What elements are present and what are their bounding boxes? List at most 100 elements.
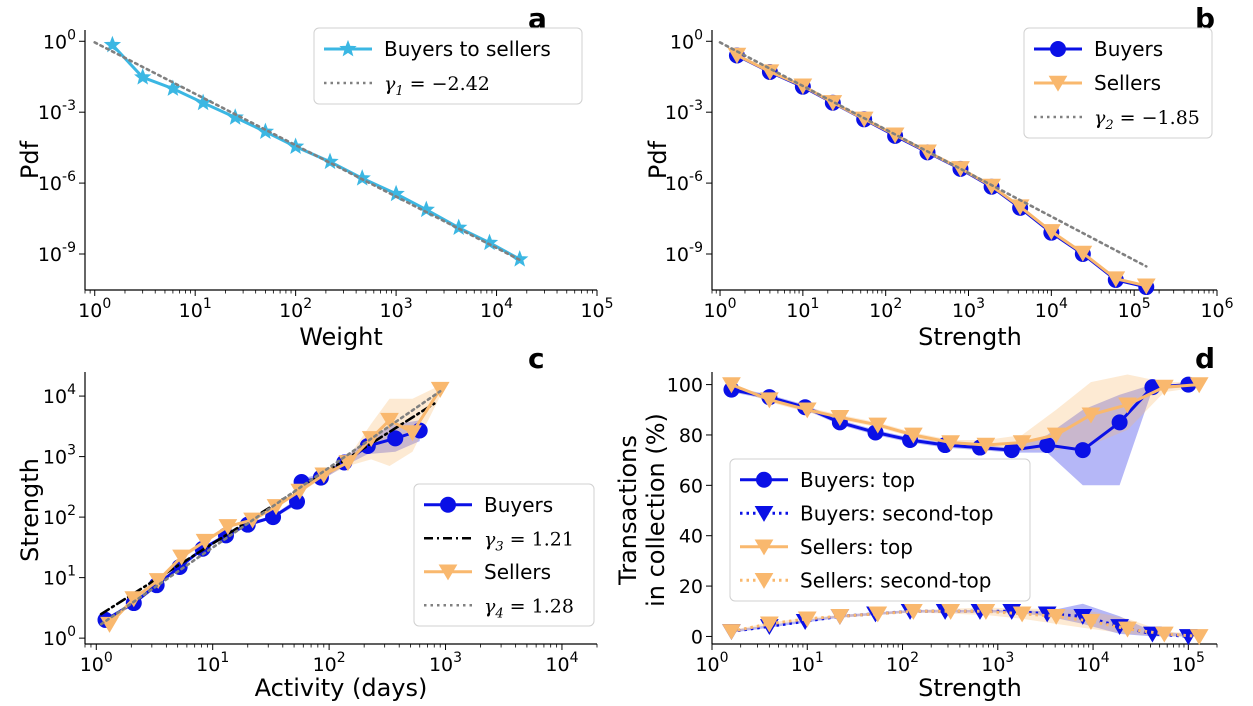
x-tick-label: 101	[179, 296, 212, 322]
data-point	[722, 377, 741, 394]
data-point	[256, 122, 275, 139]
x-tick-label: 100	[80, 650, 113, 676]
panel-letter: d	[1195, 342, 1215, 375]
data-point	[1046, 427, 1066, 444]
panel-c: 100 101 102 103 104 100 101 102 103 104 Activity (…	[16, 342, 598, 702]
x-axis-label: Strength	[918, 323, 1022, 351]
data-point	[941, 435, 961, 452]
series-line	[99, 389, 442, 626]
x-tick-label: 105	[580, 296, 613, 322]
confidence-band	[731, 603, 1189, 637]
data-point	[1041, 224, 1061, 241]
data-point	[868, 417, 888, 434]
data-point	[1143, 626, 1162, 643]
legend-box	[1023, 27, 1213, 139]
data-point	[380, 412, 399, 429]
data-point	[904, 603, 923, 620]
x-tick-label: 101	[196, 650, 229, 676]
data-point	[868, 606, 888, 623]
legend-marker	[339, 39, 357, 57]
data-point	[976, 437, 996, 454]
y-tick-label: 10-6	[38, 169, 76, 195]
panel-b: 100 101 102 103 104 105 106 100 10-3 10-6 10-9 Stre…	[644, 2, 1234, 351]
y-tick-label: 40	[679, 526, 703, 548]
x-tick-label: 105	[1118, 296, 1151, 322]
data-point	[218, 519, 238, 536]
data-point	[403, 425, 422, 442]
series-line	[730, 383, 1200, 447]
data-point	[1039, 437, 1056, 454]
x-tick-label: 103	[981, 650, 1014, 676]
series-line	[93, 41, 524, 263]
panel-letter: c	[528, 342, 545, 375]
x-tick-label: 106	[1200, 296, 1233, 322]
x-tick-label: 104	[545, 650, 578, 676]
data-point	[797, 402, 817, 419]
legend-marker	[756, 471, 772, 488]
y-tick-label: 100	[43, 27, 76, 53]
y-tick-label: 10-9	[665, 240, 703, 266]
legend-label: Buyers	[484, 493, 553, 517]
data-point	[1012, 435, 1032, 452]
legend-marker	[754, 505, 774, 522]
data-point	[1154, 379, 1174, 396]
data-point	[1081, 614, 1101, 630]
x-tick-label: 100	[703, 296, 736, 322]
x-tick-label: 104	[1077, 650, 1110, 676]
data-point	[1111, 414, 1128, 431]
y-tick-label: 80	[679, 425, 703, 447]
x-axis-label: Weight	[299, 323, 383, 351]
x-tick-label: 104	[1035, 296, 1068, 322]
y-tick-label: 102	[43, 503, 76, 529]
panel-letter: b	[1195, 2, 1215, 35]
data-point	[941, 603, 961, 620]
data-point	[1074, 442, 1091, 459]
legend-label: Sellers: top	[800, 535, 913, 559]
y-tick-label: 100	[43, 624, 76, 650]
legend-box	[413, 483, 595, 627]
x-tick-label: 103	[429, 650, 462, 676]
legend-label: γ3 = 1.21	[484, 528, 574, 554]
x-tick-label: 100	[695, 650, 728, 676]
y-tick-label: 0	[691, 626, 703, 648]
legend-label: Buyers to sellers	[384, 37, 551, 61]
x-tick-label: 100	[78, 296, 111, 322]
legend-marker	[754, 539, 774, 556]
y-tick-label: 104	[43, 382, 76, 408]
legend-marker	[754, 572, 774, 589]
data-point	[321, 152, 339, 170]
legend-label: Buyers: top	[800, 468, 915, 492]
legend-box	[313, 27, 583, 105]
y-tick-label: 10-3	[665, 98, 703, 124]
data-point	[148, 573, 168, 590]
x-tick-label: 102	[869, 296, 902, 322]
data-point	[103, 35, 122, 53]
x-axis-label: Strength	[918, 674, 1022, 702]
legend-label: Buyers: second-top	[800, 501, 994, 525]
data-point	[830, 410, 850, 426]
data-point	[387, 430, 404, 447]
data-point	[1189, 629, 1209, 646]
y-tick-label: 101	[43, 564, 76, 590]
confidence-band	[731, 384, 1189, 486]
y-tick-label: 10-3	[38, 98, 76, 124]
data-point	[1106, 271, 1126, 288]
data-point	[1073, 245, 1093, 262]
data-point	[226, 108, 244, 125]
data-point	[904, 427, 923, 444]
data-point	[1189, 377, 1209, 394]
legend-label: Sellers	[1094, 71, 1161, 95]
legend-marker	[1050, 41, 1066, 57]
x-tick-label: 102	[313, 650, 346, 676]
y-tick-label: 100	[667, 375, 703, 397]
panel-d: 100 101 102 103 104 105 0 20 40 60 80 100 Strength Tr…	[614, 342, 1218, 702]
legend-label: γ4 = 1.28	[484, 595, 574, 621]
legend-label: Sellers	[484, 560, 551, 584]
y-axis-label: Pdf	[644, 140, 672, 179]
x-tick-label: 103	[952, 296, 985, 322]
panel-a: 100 101 102 103 104 105 100 10-3 10-6 10-9 Weight P…	[16, 2, 614, 351]
data-point	[727, 47, 747, 64]
data-point	[1081, 407, 1101, 424]
legend-marker	[438, 564, 458, 581]
